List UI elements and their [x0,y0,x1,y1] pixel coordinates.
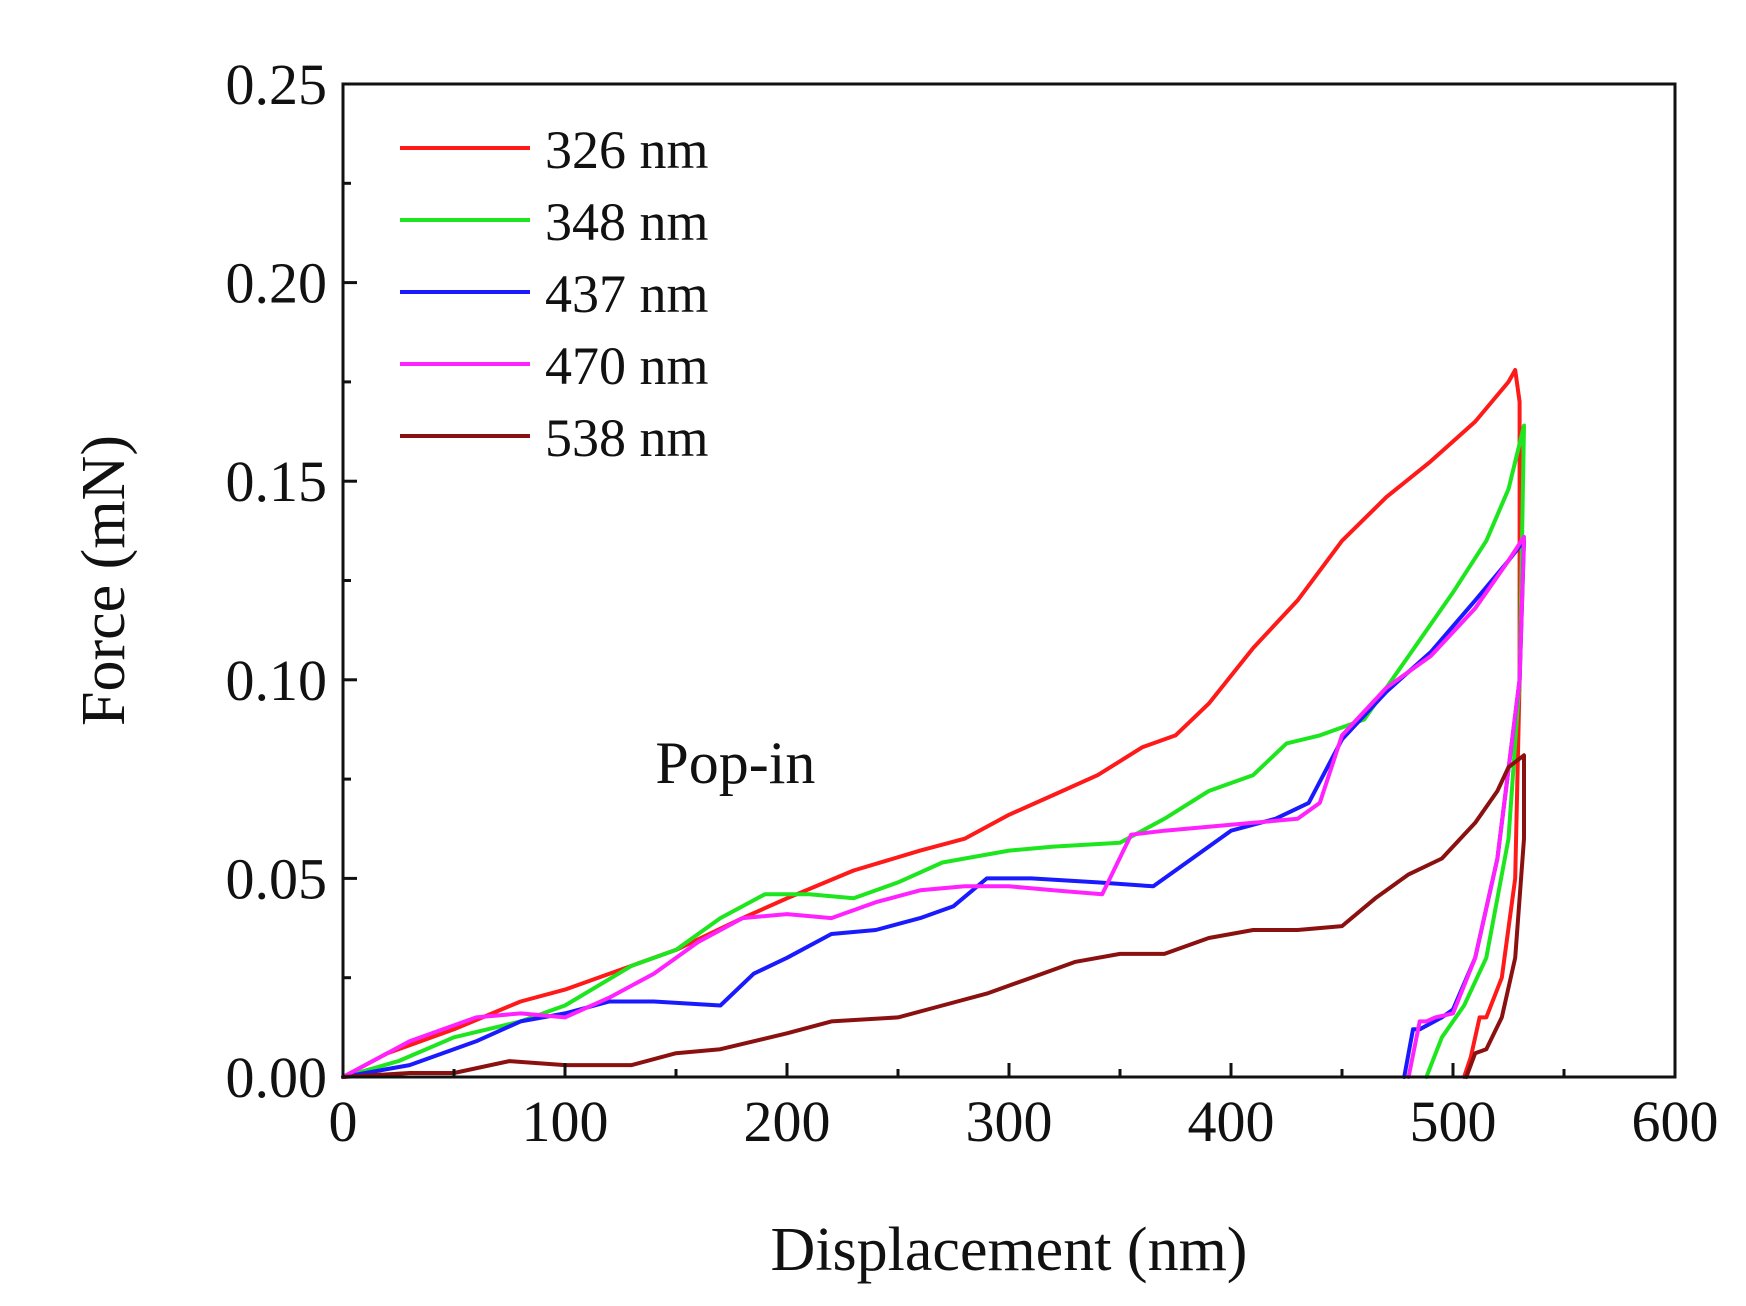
legend-label-3: 470 nm [545,336,709,396]
x-axis-label: Displacement (nm) [771,1216,1248,1284]
y-tick-label: 0.00 [226,1045,328,1110]
series-line-1 [341,423,1526,1079]
x-tick-label: 200 [744,1089,831,1154]
x-tick-label: 400 [1188,1089,1275,1154]
y-tick-label: 0.10 [226,648,328,713]
y-tick-label: 0.05 [226,846,328,911]
x-tick-label: 300 [966,1089,1053,1154]
legend-label-0: 326 nm [545,120,709,180]
annotation-pop-in: Pop-in [655,730,815,796]
series-line-4 [341,753,1526,1079]
x-tick-label: 600 [1632,1089,1719,1154]
series-layer [341,368,1526,1079]
y-tick-label: 0.25 [226,52,328,117]
series-line-3 [341,534,1526,1079]
x-tick-label: 500 [1410,1089,1497,1154]
legend-label-1: 348 nm [545,192,709,252]
y-tick-label: 0.15 [226,449,328,514]
ticks-layer: 0 100 200 300 400 500 600 0.00 0.05 0.10 0.15 0.20 0… [226,52,1719,1154]
legend-label-4: 538 nm [545,408,709,468]
legend-label-2: 437 nm [545,264,709,324]
x-tick-label: 0 [329,1089,358,1154]
x-tick-label: 100 [522,1089,609,1154]
legend: 326 nm 348 nm 437 nm 470 nm 538 nm [400,120,709,468]
y-tick-label: 0.20 [226,251,328,316]
y-axis-label: Force (mN) [70,435,138,726]
